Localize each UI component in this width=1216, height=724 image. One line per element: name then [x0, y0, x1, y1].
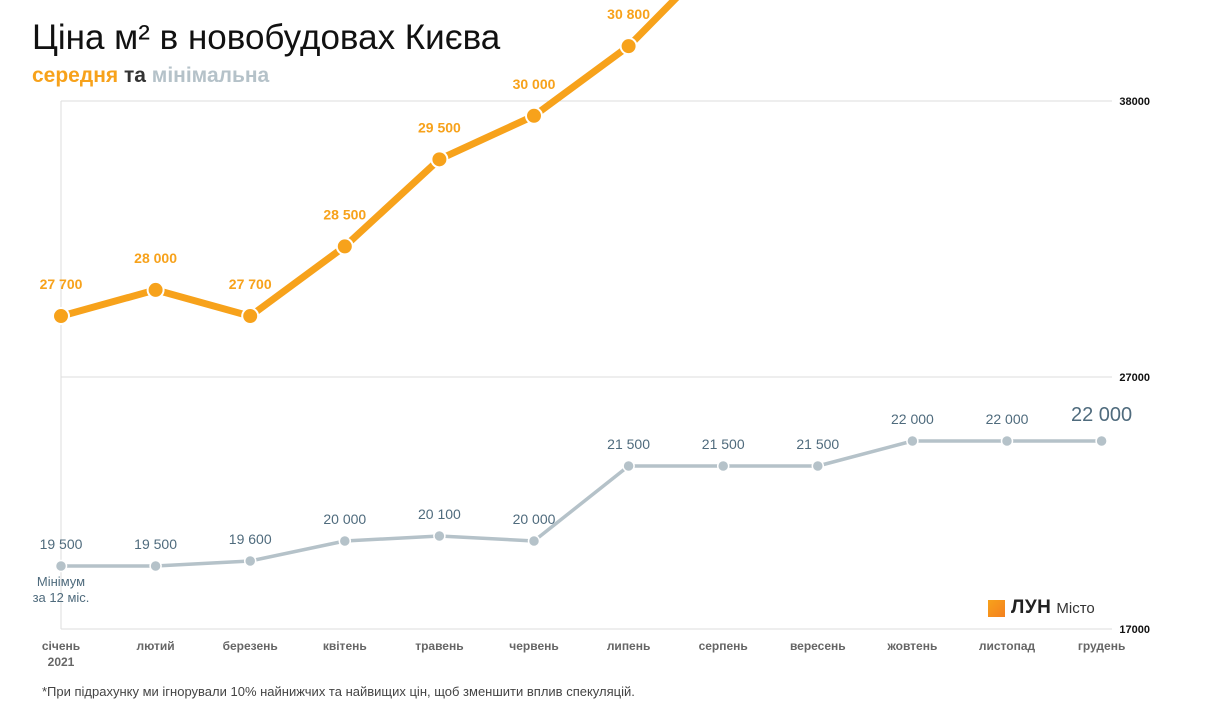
min-point — [811, 459, 825, 473]
logo-brand: ЛУН — [1011, 597, 1052, 618]
lun-logo: ЛУН Місто — [988, 597, 1095, 619]
min-point — [338, 534, 352, 548]
avg-data-label: 27 700 — [40, 276, 83, 292]
min-point — [54, 559, 68, 573]
min-data-label: 22 000 — [891, 411, 934, 427]
avg-data-label: 28 000 — [134, 250, 177, 266]
min-start-note: Мінімум — [37, 574, 85, 589]
min-data-label: 19 500 — [40, 536, 83, 552]
min-data-label: 19 600 — [229, 531, 272, 547]
y-tick-label: 27000 — [1119, 372, 1150, 384]
min-data-label: 19 500 — [134, 536, 177, 552]
subtitle-min: мінімальна — [151, 64, 270, 87]
footnote: *При підрахунку ми ігнорували 10% найниж… — [42, 684, 635, 699]
min-data-label: 22 000 — [986, 411, 1029, 427]
avg-point — [525, 106, 543, 125]
x-tick-label: лютий — [136, 639, 174, 653]
min-point — [716, 459, 730, 473]
min-start-note-period: за 12 міс. — [33, 590, 90, 605]
min-point — [149, 559, 162, 573]
x-tick-label: листопад — [979, 639, 1036, 653]
y-tick-label: 17000 — [1119, 624, 1150, 636]
avg-point — [146, 280, 165, 299]
avg-data-label: 30 000 — [513, 76, 556, 92]
y-tick-label: 38000 — [1119, 96, 1150, 108]
chart-title: Ціна м² в новобудовах Києва — [32, 18, 501, 57]
min-data-label: 20 000 — [323, 511, 366, 527]
min-final-label: 22 000 — [1071, 404, 1132, 426]
min-point — [527, 534, 541, 548]
avg-data-label: 30 800 — [607, 6, 650, 22]
x-tick-year: 2021 — [48, 655, 75, 669]
avg-point — [241, 307, 260, 326]
min-point — [1095, 434, 1108, 448]
avg-data-label: 27 700 — [229, 276, 272, 292]
min-data-label: 21 500 — [702, 436, 745, 452]
x-tick-label: квітень — [323, 639, 367, 653]
x-tick-label: грудень — [1078, 639, 1125, 653]
x-tick-label: жовтень — [886, 639, 937, 653]
min-point — [906, 434, 919, 448]
x-tick-label: березень — [223, 639, 278, 653]
min-point — [433, 529, 446, 543]
avg-point — [52, 307, 70, 326]
subtitle-conj: та — [123, 64, 146, 87]
min-data-label: 21 500 — [607, 436, 650, 452]
min-point — [243, 554, 257, 568]
x-tick-label: серпень — [699, 639, 748, 653]
logo-sub: Місто — [1056, 599, 1095, 617]
min-data-label: 21 500 — [796, 436, 839, 452]
avg-point — [335, 237, 354, 256]
x-tick-label: січень — [42, 639, 80, 653]
x-tick-label: липень — [607, 639, 651, 653]
avg-series-line — [57, 0, 680, 320]
min-series-line — [59, 439, 1104, 568]
avg-data-label: 29 500 — [418, 119, 461, 135]
x-tick-label: травень — [415, 639, 463, 653]
x-tick-label: червень — [509, 639, 559, 653]
avg-point — [430, 150, 449, 169]
x-tick-label: вересень — [790, 639, 846, 653]
lun-square-icon — [988, 599, 1005, 617]
min-data-label: 20 000 — [513, 511, 556, 527]
min-point — [1000, 434, 1014, 448]
min-data-label: 20 100 — [418, 506, 461, 522]
chart-subtitle: середня та мінімальна — [32, 64, 269, 88]
subtitle-avg: середня — [32, 64, 119, 87]
avg-data-label: 28 500 — [323, 206, 366, 222]
avg-point — [619, 37, 638, 56]
min-point — [622, 459, 635, 473]
